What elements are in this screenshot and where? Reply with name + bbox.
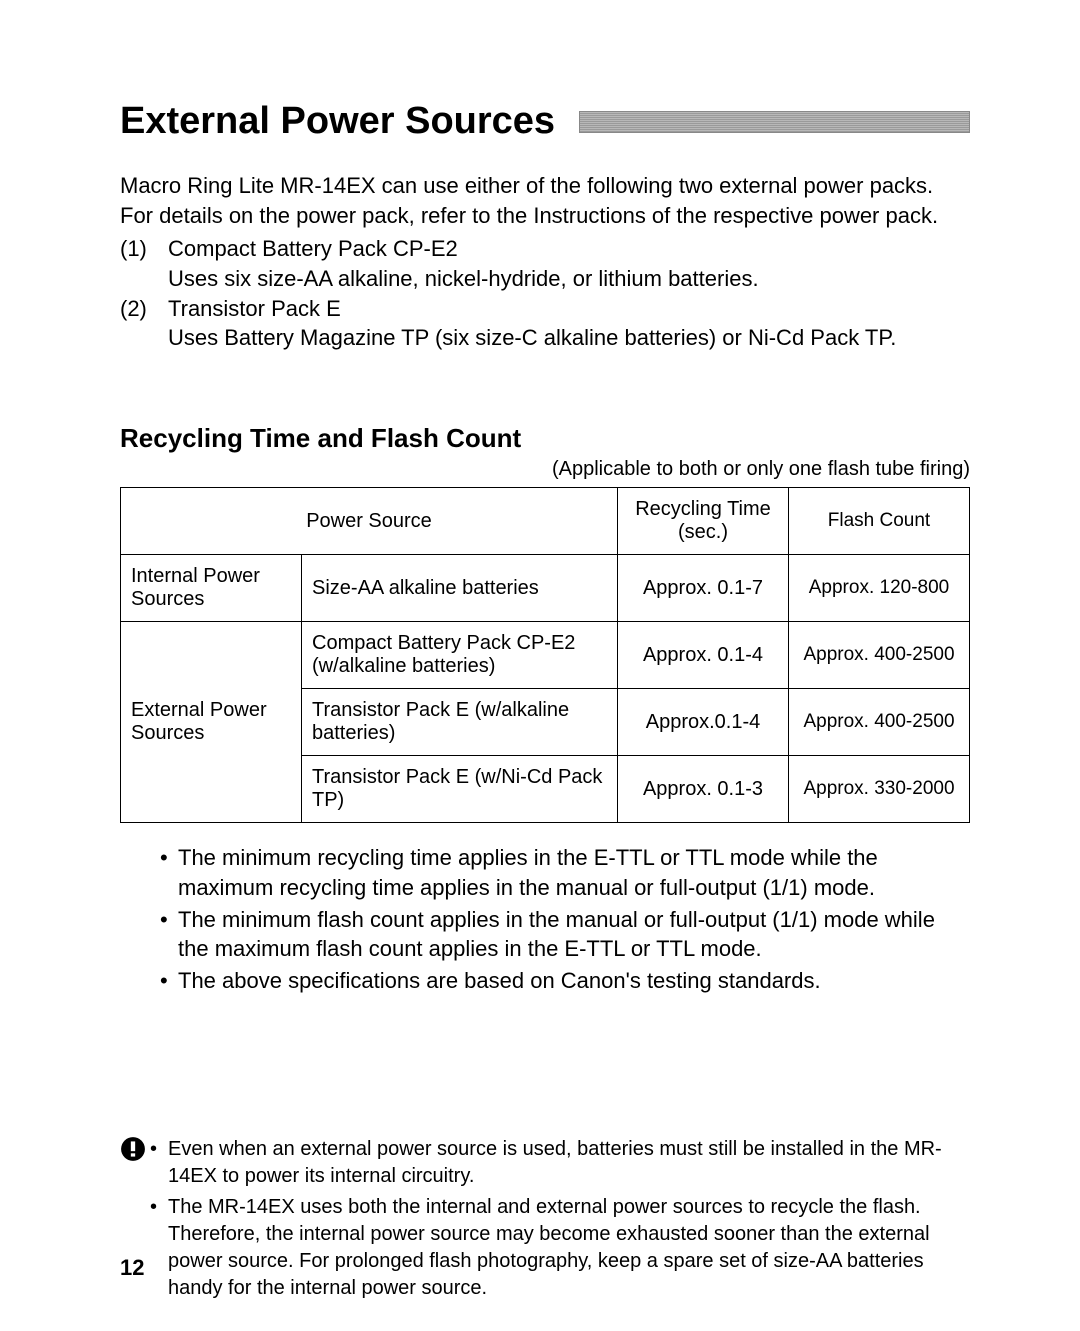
list-body: Compact Battery Pack CP-E2 Uses six size… [168, 234, 970, 293]
note-item: The above specifications are based on Ca… [160, 966, 970, 996]
cell-recycle: Approx. 0.1-4 [618, 622, 789, 689]
cell-recycle: Approx. 0.1-7 [618, 555, 789, 622]
cell-count: Approx. 400-2500 [789, 689, 970, 756]
list-body: Transistor Pack E Uses Battery Magazine … [168, 294, 970, 353]
cell-recycle: Approx.0.1-4 [618, 689, 789, 756]
cell-detail: Size-AA alkaline batteries [302, 555, 618, 622]
item-desc: Uses six size-AA alkaline, nickel-hydrid… [168, 264, 970, 294]
header-count: Flash Count [789, 488, 970, 555]
table-row: External Power Sources Compact Battery P… [121, 622, 970, 689]
warning-block: Even when an external power source is us… [120, 1136, 970, 1306]
group-label: Internal Power Sources [121, 555, 302, 622]
intro-paragraph: Macro Ring Lite MR-14EX can use either o… [120, 171, 970, 230]
section-subheading: Recycling Time and Flash Count [120, 423, 970, 454]
spec-table: Power Source Recycling Time (sec.) Flash… [120, 487, 970, 823]
list-item-1: (1) Compact Battery Pack CP-E2 Uses six … [120, 234, 970, 293]
cell-count: Approx. 120-800 [789, 555, 970, 622]
cell-count: Approx. 400-2500 [789, 622, 970, 689]
title-row: External Power Sources [120, 100, 970, 143]
note-item: The minimum flash count applies in the m… [160, 905, 970, 964]
list-number: (2) [120, 294, 168, 353]
warning-item: Even when an external power source is us… [150, 1136, 970, 1190]
cell-detail: Transistor Pack E (w/alkaline batteries) [302, 689, 618, 756]
applicable-note: (Applicable to both or only one flash tu… [120, 458, 970, 481]
document-page: External Power Sources Macro Ring Lite M… [0, 0, 1080, 1331]
page-title: External Power Sources [120, 100, 555, 143]
table-header-row: Power Source Recycling Time (sec.) Flash… [121, 488, 970, 555]
title-decorative-bar [579, 111, 970, 133]
group-label: External Power Sources [121, 622, 302, 823]
list-number: (1) [120, 234, 168, 293]
item-name: Transistor Pack E [168, 294, 970, 324]
cell-detail: Transistor Pack E (w/Ni-Cd Pack TP) [302, 756, 618, 823]
header-recycle: Recycling Time (sec.) [618, 488, 789, 555]
note-item: The minimum recycling time applies in th… [160, 843, 970, 902]
page-number: 12 [120, 1255, 144, 1281]
cell-count: Approx. 330-2000 [789, 756, 970, 823]
warning-item: The MR-14EX uses both the internal and e… [150, 1194, 970, 1302]
header-source: Power Source [121, 488, 618, 555]
list-item-2: (2) Transistor Pack E Uses Battery Magaz… [120, 294, 970, 353]
notes-list: The minimum recycling time applies in th… [120, 843, 970, 995]
cell-detail: Compact Battery Pack CP-E2 (w/alkaline b… [302, 622, 618, 689]
item-name: Compact Battery Pack CP-E2 [168, 234, 970, 264]
table-row: Internal Power Sources Size-AA alkaline … [121, 555, 970, 622]
cell-recycle: Approx. 0.1-3 [618, 756, 789, 823]
item-desc: Uses Battery Magazine TP (six size-C alk… [168, 323, 970, 353]
warning-text: Even when an external power source is us… [150, 1136, 970, 1306]
